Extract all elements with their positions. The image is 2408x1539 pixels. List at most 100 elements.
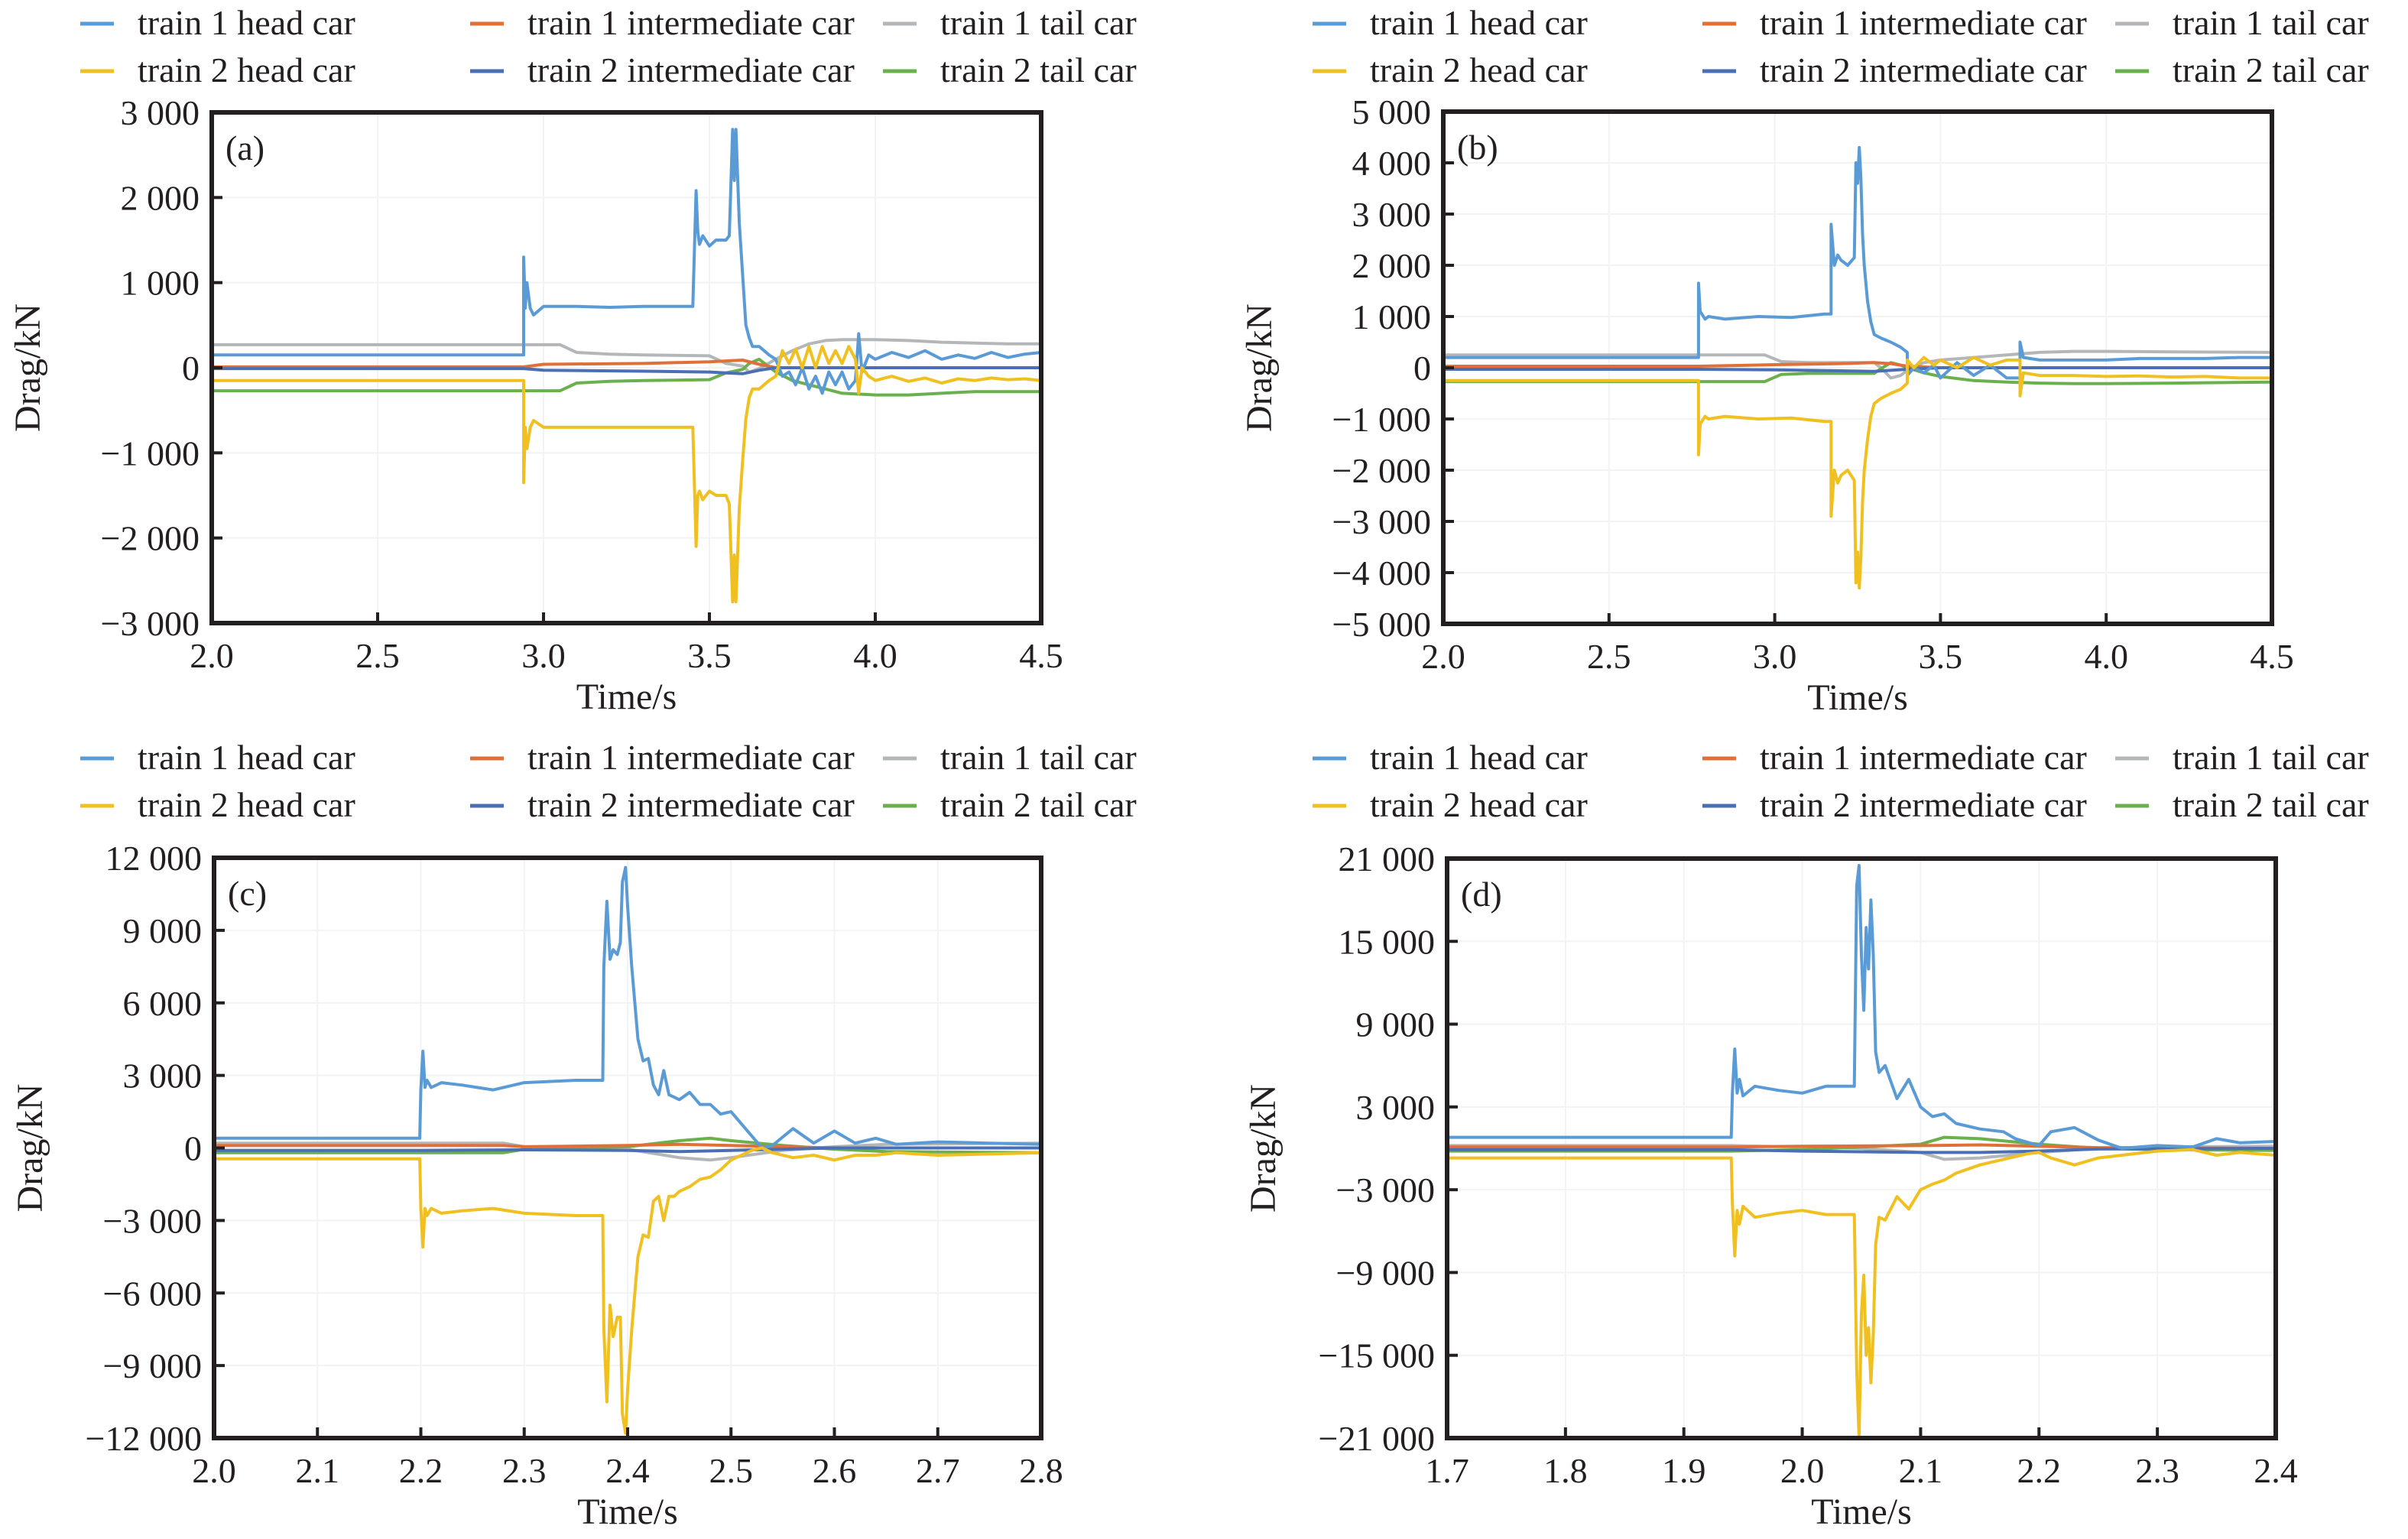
y-tick-label: −3 000	[1336, 1170, 1435, 1209]
legend-label: train 2 intermediate car	[1760, 785, 2087, 824]
series-line-train-1-intermediate-car	[1447, 1143, 2276, 1150]
y-tick-label: 3 000	[1356, 1088, 1436, 1127]
legend-item: train 1 head car	[80, 738, 355, 777]
legend-label: train 1 head car	[138, 738, 355, 777]
x-axis-label: Time/s	[1811, 1492, 1912, 1532]
x-tick-label: 2.3	[502, 1451, 547, 1490]
x-tick-label: 1.8	[1543, 1451, 1588, 1490]
y-tick-label: 0	[1413, 349, 1431, 388]
y-tick-label: −5 000	[1332, 605, 1431, 644]
x-tick-label: 2.4	[605, 1451, 650, 1490]
series-line-train-2-intermediate-car	[214, 1146, 1041, 1154]
x-tick-label: 2.2	[399, 1451, 443, 1490]
legend-label: train 2 tail car	[2173, 50, 2369, 89]
y-tick-label: 3 000	[1352, 195, 1432, 234]
legend-label: train 2 tail car	[940, 785, 1137, 824]
legend-label: train 1 head car	[1370, 738, 1588, 777]
x-tick-label: 4.0	[853, 636, 897, 675]
y-tick-label: −3 000	[1332, 502, 1431, 541]
y-tick-label: −2 000	[101, 519, 200, 558]
x-tick-label: 4.5	[2250, 637, 2294, 676]
chart-panel-b: train 1 head car train 1 intermediate car…	[1239, 3, 2369, 718]
legend-item: train 1 tail car	[2115, 3, 2369, 42]
y-tick-label: 4 000	[1352, 144, 1432, 183]
legend-item: train 2 tail car	[883, 50, 1137, 89]
y-tick-label: 2 000	[1352, 246, 1432, 285]
legend-label: train 1 tail car	[2173, 3, 2369, 42]
y-tick-label: 0	[182, 349, 200, 388]
legend-label: train 1 tail car	[940, 3, 1137, 42]
y-tick-label: −12 000	[86, 1419, 202, 1458]
legend-item: train 1 tail car	[2115, 738, 2369, 777]
series-line-train-2-head-car	[212, 345, 1041, 604]
y-tick-label: −2 000	[1332, 451, 1431, 490]
legend-item: train 2 intermediate car	[1702, 50, 2087, 89]
y-tick-label: 3 000	[121, 93, 200, 132]
legend: train 1 head car train 1 intermediate car…	[80, 3, 1137, 89]
x-tick-label: 2.5	[1587, 637, 1631, 676]
y-tick-label: −9 000	[103, 1346, 202, 1385]
y-tick-label: −1 000	[1332, 400, 1431, 439]
y-tick-label: 0	[184, 1129, 202, 1168]
legend-label: train 2 head car	[1370, 50, 1588, 89]
legend: train 1 head car train 1 intermediate car…	[1313, 3, 2369, 89]
x-tick-label: 2.0	[1421, 637, 1465, 676]
legend-item: train 2 intermediate car	[470, 785, 855, 824]
x-tick-label: 2.7	[916, 1451, 960, 1490]
legend-item: train 1 intermediate car	[470, 738, 855, 777]
legend-label: train 2 head car	[138, 50, 355, 89]
x-tick-label: 2.3	[2135, 1451, 2179, 1490]
legend-label: train 2 head car	[1370, 785, 1588, 824]
series-line-train-2-intermediate-car	[1447, 1147, 2276, 1154]
legend-item: train 1 head car	[80, 3, 355, 42]
panel-label: (d)	[1461, 875, 1502, 914]
y-tick-label: 9 000	[1356, 1005, 1436, 1044]
x-tick-label: 4.5	[1019, 636, 1063, 675]
panel-label: (b)	[1457, 128, 1498, 167]
x-tick-label: 2.0	[192, 1451, 236, 1490]
y-axis-label: Drag/kN	[10, 1084, 50, 1213]
x-tick-label: 1.7	[1425, 1451, 1469, 1490]
y-tick-label: 3 000	[123, 1057, 203, 1096]
x-tick-label: 2.5	[355, 636, 400, 675]
x-axis-label: Time/s	[577, 1492, 678, 1532]
y-axis-label: Drag/kN	[1239, 304, 1280, 432]
legend-item: train 1 intermediate car	[1702, 738, 2087, 777]
legend-label: train 2 intermediate car	[527, 50, 855, 89]
x-tick-label: 2.1	[296, 1451, 340, 1490]
chart-panel-d: train 1 head car train 1 intermediate car…	[1243, 738, 2369, 1532]
x-tick-label: 3.0	[1753, 637, 1797, 676]
x-tick-label: 2.1	[1899, 1451, 1943, 1490]
legend-label: train 1 intermediate car	[527, 738, 855, 777]
x-tick-label: 3.5	[687, 636, 732, 675]
y-tick-label: −4 000	[1332, 554, 1431, 593]
panel-label: (a)	[226, 128, 264, 167]
y-tick-label: −6 000	[103, 1274, 202, 1313]
legend-item: train 2 head car	[1313, 785, 1588, 824]
chart-panel-c: train 1 head car train 1 intermediate car…	[10, 738, 1137, 1532]
y-tick-label: −9 000	[1336, 1253, 1435, 1292]
legend-item: train 1 tail car	[883, 3, 1137, 42]
x-tick-label: 2.8	[1019, 1451, 1063, 1490]
y-tick-label: 1 000	[1352, 297, 1432, 336]
legend-item: train 2 head car	[80, 50, 355, 89]
legend-item: train 1 intermediate car	[470, 3, 855, 42]
series-line-train-1-head-car	[1447, 864, 2276, 1150]
legend-item: train 2 tail car	[883, 785, 1137, 824]
x-tick-label: 2.0	[190, 636, 234, 675]
series-line-train-2-head-car	[214, 1146, 1041, 1435]
series-line-train-2-tail-car	[214, 1136, 1041, 1154]
legend-label: train 2 tail car	[940, 50, 1137, 89]
x-tick-label: 2.0	[1780, 1451, 1825, 1490]
y-axis-label: Drag/kN	[8, 304, 48, 432]
x-tick-label: 2.6	[813, 1451, 857, 1490]
y-tick-label: −15 000	[1319, 1336, 1435, 1375]
legend-label: train 1 head car	[138, 3, 355, 42]
legend-item: train 1 head car	[1313, 3, 1588, 42]
legend-label: train 1 intermediate car	[527, 3, 855, 42]
series-line-train-1-tail-car	[214, 1141, 1041, 1162]
x-tick-label: 2.5	[709, 1451, 754, 1490]
legend-item: train 2 head car	[80, 785, 355, 824]
legend-label: train 1 head car	[1370, 3, 1588, 42]
y-tick-label: 5 000	[1352, 93, 1432, 131]
